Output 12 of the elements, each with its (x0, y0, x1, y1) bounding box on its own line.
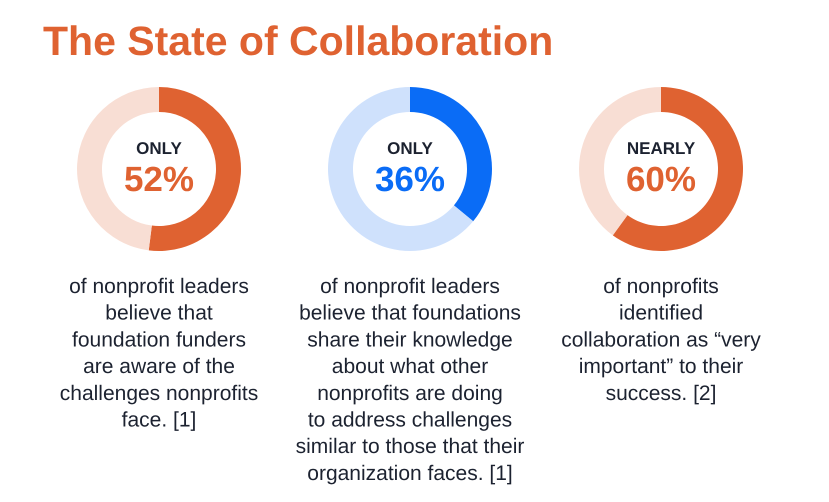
text: of nonprofit leaders believe that foundation funders are aware of the challenges nonprofits face. [1] (60, 275, 258, 432)
chart-title: The State of Collaboration (43, 18, 554, 64)
text: 60% (626, 160, 696, 199)
text: of nonprofit leaders believe that foundations share their knowledge about what other nonprofits are doing to address challenges similar to those that their organization faces. [1] (296, 275, 524, 485)
text: of nonprofits identified collaboration as “very important” to their success. [2] (561, 275, 762, 405)
text: 52% (124, 160, 194, 199)
donut-slice (612, 87, 743, 251)
text: ONLY (136, 139, 182, 158)
text: ONLY (387, 139, 434, 158)
text: NEARLY (626, 139, 696, 158)
text: 36% (374, 160, 446, 199)
donut-slice (328, 87, 474, 251)
